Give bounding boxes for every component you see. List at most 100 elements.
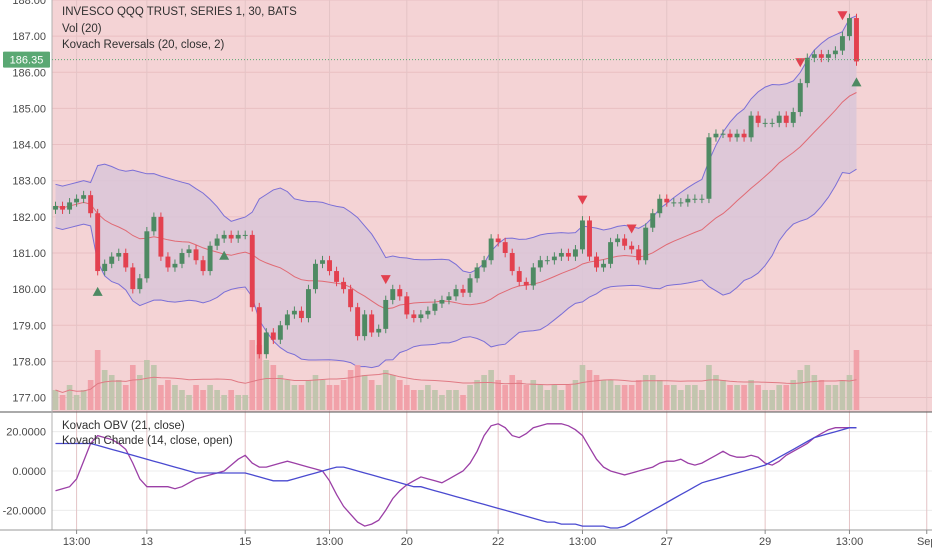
volume-bar: [249, 340, 256, 410]
candle-body: [685, 198, 691, 203]
candle-body: [811, 54, 817, 58]
candle-body: [123, 252, 129, 268]
candle-body: [284, 314, 290, 326]
volume-bar: [692, 385, 698, 410]
volume-bar: [797, 370, 804, 410]
candle-body: [235, 234, 241, 239]
price-tick-label: 178.00: [12, 356, 46, 368]
volume-bar: [734, 385, 740, 410]
candle-body: [608, 242, 614, 264]
legend-kovach-obv[interactable]: Kovach OBV (21, close): [62, 420, 185, 432]
volume-bar: [439, 395, 445, 410]
volume-bar: [207, 385, 213, 410]
volume-bar: [165, 380, 171, 410]
time-tick-label: 13: [141, 536, 153, 548]
volume-bar: [404, 385, 410, 410]
candle-body: [839, 36, 845, 51]
candle-body: [151, 216, 157, 232]
candle-body: [277, 325, 283, 340]
volume-bar: [172, 385, 178, 410]
candle-body: [369, 314, 375, 333]
reversal-up-marker: [851, 77, 862, 87]
candle-body: [572, 249, 578, 257]
candle-body: [537, 260, 543, 268]
obv-line: [55, 427, 857, 529]
candle-body: [362, 314, 368, 337]
volume-bar: [158, 385, 164, 410]
volume-bar: [193, 385, 199, 410]
lower-indicator-pane: [55, 423, 857, 529]
candle-body: [530, 267, 536, 286]
candle-body: [348, 289, 354, 308]
candle-body: [376, 328, 382, 333]
candle-body: [622, 238, 628, 246]
volume-bar: [579, 365, 586, 410]
volume-bar: [523, 385, 530, 410]
candle-body: [467, 278, 473, 293]
candle-body: [825, 54, 831, 58]
candle-body: [137, 278, 143, 290]
volume-bar: [59, 395, 66, 410]
volume-bar: [635, 380, 642, 410]
reversal-down-marker: [577, 195, 588, 205]
volume-bar: [87, 380, 94, 410]
volume-bar: [312, 375, 319, 410]
volume-bar: [593, 375, 600, 410]
price-tick-label: 184.00: [12, 140, 46, 152]
candle-body: [495, 238, 501, 243]
volume-bar: [762, 390, 768, 410]
candle-body: [256, 307, 262, 355]
price-tick-label: 187.00: [12, 31, 46, 43]
volume-bar: [277, 375, 284, 410]
price-tick-label: 179.00: [12, 320, 46, 332]
last-price-badge: [3, 51, 50, 68]
candle-body: [193, 249, 199, 261]
candle-body: [847, 18, 852, 37]
price-candles: [53, 13, 859, 359]
candle-body: [818, 54, 824, 58]
candle-body: [601, 263, 607, 268]
legend-volume[interactable]: Vol (20): [62, 23, 102, 35]
volume-bar: [565, 385, 572, 410]
volume-bar: [699, 390, 705, 410]
volume-bar: [706, 365, 712, 410]
volume-bar: [284, 380, 291, 410]
lower-tick-label: -20.0000: [3, 505, 46, 517]
time-tick-label: 13:00: [569, 536, 597, 548]
time-tick-label: 15: [239, 536, 251, 548]
candle-body: [383, 299, 389, 329]
volume-bar: [368, 380, 375, 410]
volume-bar: [628, 385, 635, 410]
volume-bar: [544, 390, 551, 410]
volume-bar: [663, 385, 670, 410]
volume-average-line: [55, 372, 857, 394]
volume-bar: [228, 390, 234, 410]
time-tick-label: 29: [759, 536, 771, 548]
candle-body: [390, 289, 396, 300]
candle-body: [664, 198, 670, 203]
chart-title[interactable]: INVESCO QQQ TRUST, SERIES 1, 30, BATS: [62, 6, 297, 18]
candle-body: [158, 216, 164, 257]
volume-bar: [66, 385, 73, 410]
legend-kovach-chande[interactable]: Kovach Chande (14, close, open): [62, 435, 233, 447]
volume-bar: [411, 390, 417, 410]
volume-bar: [298, 385, 305, 410]
candle-body: [404, 296, 410, 315]
volume-bar: [790, 380, 797, 410]
reversal-up-marker: [92, 286, 103, 296]
volume-bar: [214, 390, 220, 410]
candle-body: [207, 245, 213, 272]
candle-body: [102, 263, 108, 272]
candle-body: [502, 242, 508, 253]
legend-kovach-reversals[interactable]: Kovach Reversals (20, close, 2): [62, 39, 225, 51]
volume-bars: [52, 340, 860, 410]
candle-body: [397, 289, 403, 297]
volume-bar: [839, 380, 846, 410]
candle-body: [88, 195, 94, 214]
volume-bar: [607, 380, 614, 410]
volume-bar: [713, 375, 719, 410]
volume-bar: [235, 395, 242, 410]
candle-body: [671, 202, 677, 204]
candle-body: [678, 202, 684, 204]
